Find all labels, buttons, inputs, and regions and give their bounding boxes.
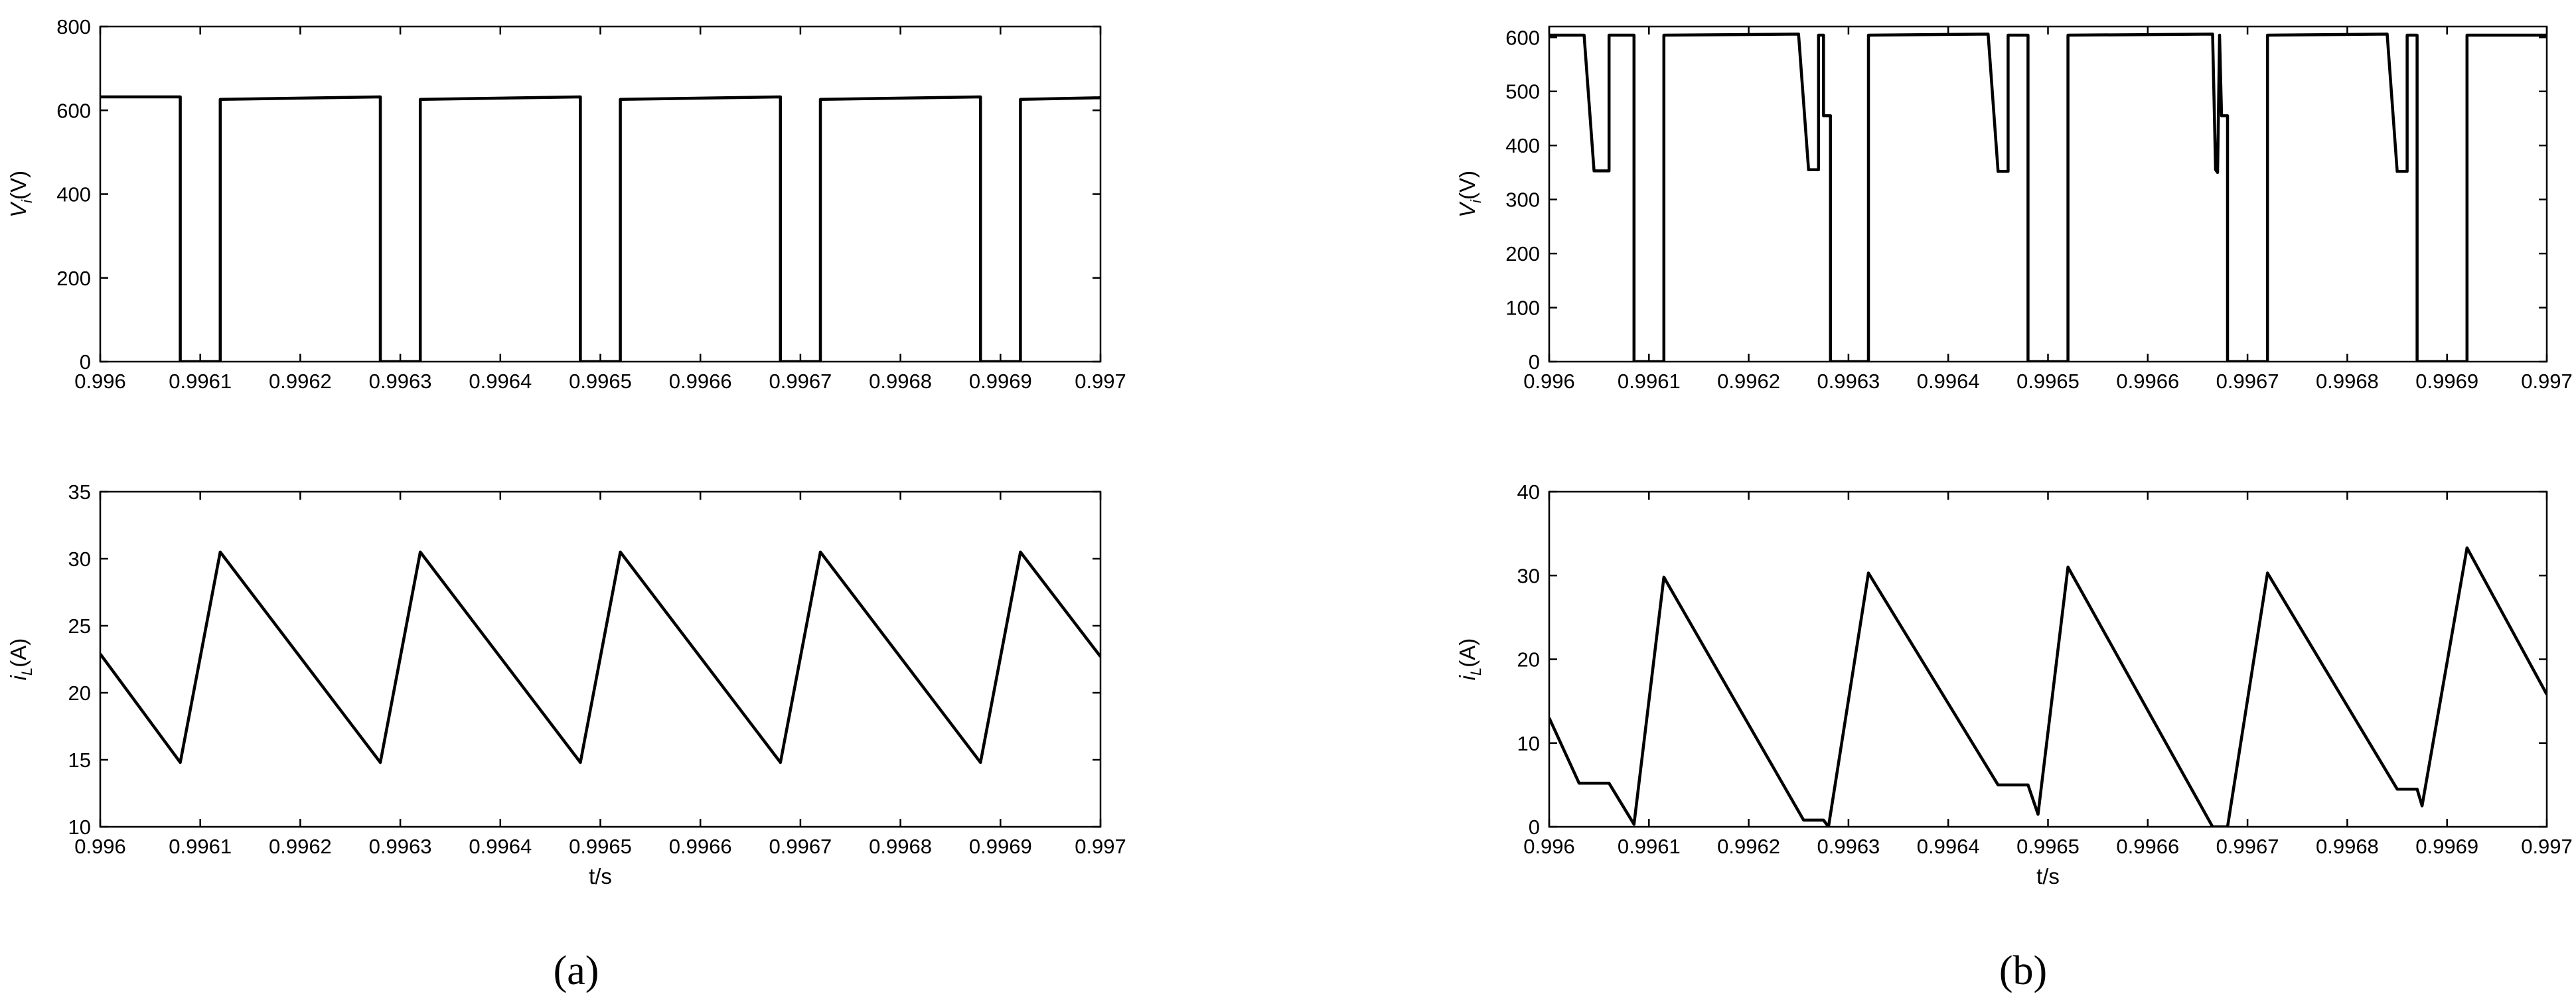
ylabel-a-il: iL(A): [6, 638, 35, 681]
series-line-a-il: [100, 550, 1100, 764]
plot-b-il: 0.996 0.9961 0.9962 0.9963 0.9964 0.9965 0.996…: [1455, 480, 2573, 889]
plot-a-vi: 0.996 0.9961 0.9962 0.9963 0.9964 0.9965 0.996…: [6, 15, 1126, 393]
ytick-label: 200: [1505, 242, 1540, 265]
ytick-label: 400: [56, 183, 91, 206]
xtick-label: 0.9964: [469, 370, 532, 393]
ytick-label: 10: [68, 816, 91, 839]
ytick-label: 200: [56, 267, 91, 290]
ytick-label: 500: [1505, 80, 1540, 104]
xtick-label: 0.9964: [469, 835, 532, 858]
xtick-label: 0.9962: [269, 370, 332, 393]
xtick-label: 0.9968: [2316, 370, 2379, 393]
xtick-label: 0.9965: [2016, 835, 2080, 858]
xtick-label: 0.9969: [2415, 835, 2478, 858]
plot-b-vi: 0.996 0.9961 0.9962 0.9963 0.9964 0.9965 0.996…: [1455, 25, 2573, 393]
series-line-b-il: [1549, 546, 2547, 827]
xtick-label: 0.997: [2521, 370, 2573, 393]
ytick-label: 40: [1517, 480, 1540, 504]
xtick-label: 0.9965: [2016, 370, 2080, 393]
xtick-label: 0.9961: [1618, 370, 1681, 393]
xtick-label: 0.997: [2521, 835, 2573, 858]
xtick-label: 0.9961: [169, 370, 232, 393]
xtick-label: 0.9969: [969, 835, 1032, 858]
xtick-label: 0.9966: [669, 835, 732, 858]
xtick-label: 0.9965: [569, 370, 632, 393]
ytick-label: 15: [68, 749, 91, 772]
ytick-label: 800: [56, 15, 91, 38]
ytick-label: 400: [1505, 134, 1540, 157]
xtick-label: 0.9964: [1917, 835, 1980, 858]
ytick-label: 35: [68, 480, 91, 504]
series-line-a-vi: [100, 95, 1100, 362]
xtick-label: 0.997: [1075, 835, 1126, 858]
panel-label-a: (a): [554, 948, 599, 993]
panel-label-b: (b): [1999, 948, 2047, 993]
xtick-label: 0.9968: [869, 370, 932, 393]
ytick-label: 20: [1517, 648, 1540, 672]
ytick-label: 10: [1517, 732, 1540, 755]
xtick-label: 0.9963: [1817, 835, 1880, 858]
xtick-label: 0.9964: [1917, 370, 1980, 393]
xtick-label: 0.996: [1523, 835, 1575, 858]
ytick-label: 300: [1505, 188, 1540, 212]
xtick-label: 0.996: [74, 835, 126, 858]
xtick-label: 0.9968: [869, 835, 932, 858]
ytick-label: 600: [56, 99, 91, 122]
axes-frame-b-il: [1548, 490, 2548, 828]
ytick-label: 0: [1529, 350, 1540, 374]
ytick-label: 600: [1505, 26, 1540, 49]
xtick-label: 0.9963: [1817, 370, 1880, 393]
xtick-label: 0.9962: [1717, 370, 1780, 393]
xtick-label: 0.9969: [969, 370, 1032, 393]
xtick-label: 0.9969: [2415, 370, 2478, 393]
xtick-label: 0.9966: [2116, 370, 2179, 393]
xtick-label: 0.9967: [769, 370, 832, 393]
xtick-label: 0.9961: [1618, 835, 1681, 858]
axes-frame-a-vi: [99, 25, 1102, 363]
xtick-label: 0.9967: [2216, 370, 2279, 393]
xlabel-a-il: t/s: [589, 864, 612, 889]
ytick-label: 20: [68, 681, 91, 705]
xtick-label: 0.996: [1523, 370, 1575, 393]
xtick-label: 0.9966: [669, 370, 732, 393]
xtick-label: 0.9963: [369, 835, 432, 858]
xtick-label: 0.9965: [569, 835, 632, 858]
plot-panels: 0.996 0.9961 0.9962 0.9963 0.9964 0.9965 0.996…: [6, 15, 2573, 889]
ytick-label: 30: [68, 547, 91, 571]
series-line-b-vi: [1549, 33, 2547, 362]
ytick-label: 30: [1517, 564, 1540, 587]
xtick-label: 0.9967: [2216, 835, 2279, 858]
plot-a-il: 0.996 0.9961 0.9962 0.9963 0.9964 0.9965 0.996…: [6, 480, 1126, 889]
ylabel-a-vi: Vi(V): [6, 171, 35, 218]
xtick-label: 0.9962: [269, 835, 332, 858]
xtick-label: 0.996: [74, 370, 126, 393]
ylabel-b-il: iL(A): [1455, 638, 1484, 681]
ytick-label: 100: [1505, 297, 1540, 320]
xtick-label: 0.9961: [169, 835, 232, 858]
xtick-label: 0.997: [1075, 370, 1126, 393]
xtick-label: 0.9962: [1717, 835, 1780, 858]
ytick-label: 25: [68, 614, 91, 638]
axes-frame-b-vi: [1548, 25, 2548, 363]
xlabel-b-il: t/s: [2036, 864, 2060, 889]
ytick-label: 0: [80, 350, 91, 374]
ylabel-b-vi: Vi(V): [1455, 171, 1484, 218]
xtick-label: 0.9963: [369, 370, 432, 393]
ytick-label: 0: [1529, 816, 1540, 839]
xtick-label: 0.9966: [2116, 835, 2179, 858]
xtick-label: 0.9967: [769, 835, 832, 858]
xtick-label: 0.9968: [2316, 835, 2379, 858]
